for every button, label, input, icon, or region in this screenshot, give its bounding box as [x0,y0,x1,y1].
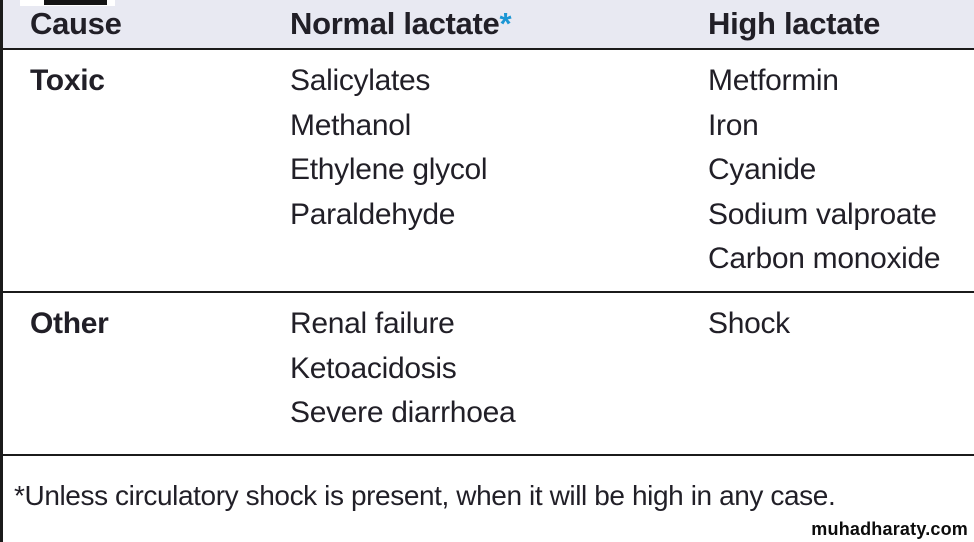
table-row-toxic: Toxic Salicylates Methanol Ethylene glyc… [3,50,974,293]
list-item: Sodium valproate [708,197,937,231]
footnote-marker-asterisk: * [499,6,512,41]
list-item: Severe diarrhoea [290,396,516,429]
column-header-cause: Cause [3,0,290,48]
column-header-high-lactate-label: High lactate [708,6,881,41]
list-item: Ketoacidosis [290,351,457,385]
list-item: Salicylates [290,64,431,97]
list-item: Metformin [708,64,839,97]
cropped-content-remnant [20,0,115,6]
column-header-normal-lactate-label: Normal lactate [290,6,500,41]
row-label-other: Other [3,293,290,454]
toxic-high-lactate-list: Metformin Iron Cyanide Sodium valproate … [708,50,974,291]
table-header-row: Cause Normal lactate* High lactate [3,0,974,50]
list-item: Methanol [290,108,412,142]
watermark-muhadharaty: muhadharaty.com [811,519,968,539]
list-item: Cyanide [708,153,816,186]
list-item: Shock [708,307,790,340]
list-item: Ethylene glycol [290,153,488,186]
list-item: Renal failure [290,307,455,340]
list-item: Carbon monoxide [708,242,941,275]
column-header-high-lactate: High lactate [708,0,974,48]
cropped-underline-bar [44,0,107,5]
row-label-text: Other [30,307,109,340]
other-high-lactate-list: Shock [708,293,974,454]
table-footnote: *Unless circulatory shock is present, wh… [14,480,836,511]
other-normal-lactate-list: Renal failure Ketoacidosis Severe diarrh… [290,293,708,454]
row-label-toxic: Toxic [3,50,290,291]
table-row-other: Other Renal failure Ketoacidosis Severe … [3,293,974,456]
column-header-cause-label: Cause [30,6,122,41]
toxic-normal-lactate-list: Salicylates Methanol Ethylene glycol Par… [290,50,708,291]
row-label-text: Toxic [30,64,105,97]
list-item: Paraldehyde [290,197,456,231]
list-item: Iron [708,108,759,142]
column-header-normal-lactate: Normal lactate* [290,0,708,48]
